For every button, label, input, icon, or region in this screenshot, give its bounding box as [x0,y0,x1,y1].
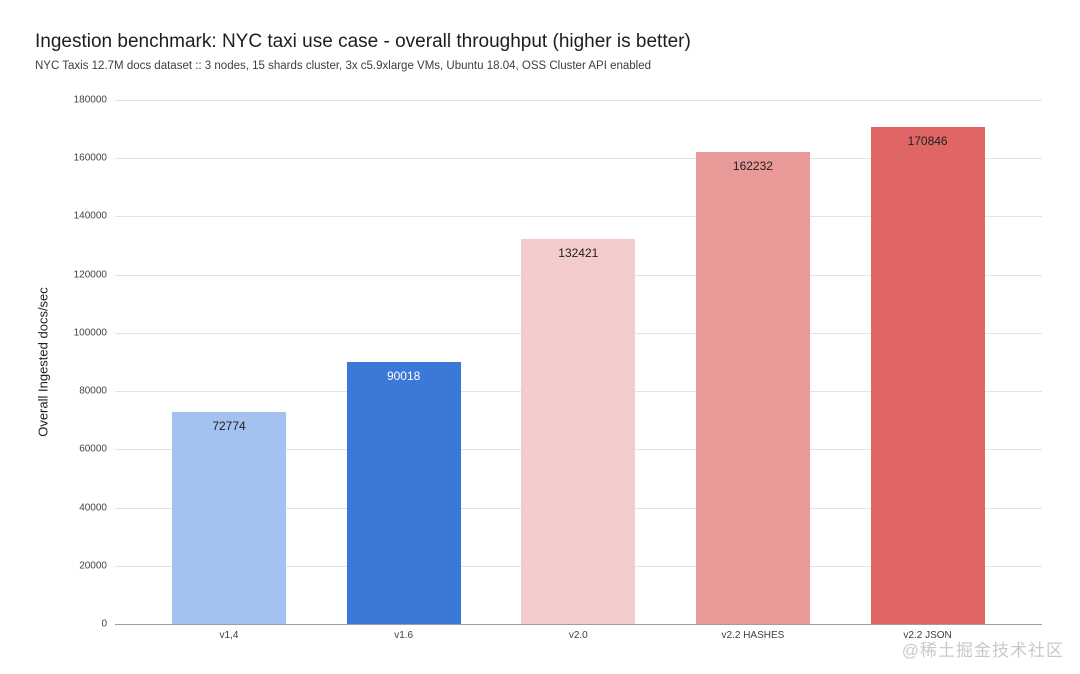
watermark: @稀土掘金技术社区 [901,641,1064,660]
bar-v2.2 JSON: 170846 [870,126,985,624]
bar-value-label: 72774 [212,419,246,434]
x-tick-label: v2.2 JSON [903,630,952,641]
y-tick-label: 80000 [79,385,107,397]
gridline [115,100,1042,101]
x-tick-label: v2.0 [568,630,588,641]
y-tick-label: 140000 [73,210,107,222]
y-tick-label: 60000 [79,443,107,455]
y-tick-label: 0 [101,618,107,630]
bar-v1,4: 72774 [172,412,286,624]
gridline [115,158,1042,160]
x-tick-label: v1.6 [394,630,414,641]
y-tick-label: 100000 [73,327,107,339]
bar-value-label: 170846 [907,133,948,148]
y-axis-title: Overall Ingested docs/sec [35,287,51,437]
bar-v1.6: 90018 [346,361,461,624]
x-axis-baseline [115,624,1042,625]
y-tick-label: 180000 [73,94,107,106]
x-tick-label: v1,4 [219,630,239,641]
bar-value-label: 90018 [386,368,421,383]
page-title: Ingestion benchmark: NYC taxi use case -… [35,31,691,52]
y-tick-label: 20000 [79,560,107,572]
y-tick-label: 120000 [73,269,107,281]
y-tick-label: 40000 [79,502,107,514]
page-subtitle: NYC Taxis 12.7M docs dataset :: 3 nodes,… [35,60,652,72]
bar-value-label: 132421 [558,245,599,260]
bar-v2.2 HASHES: 162232 [695,151,810,624]
gridline [115,216,1042,218]
x-tick-label: v2.2 HASHES [721,630,785,641]
bar-v2.0: 132421 [521,238,636,624]
bar-value-label: 162232 [732,158,773,173]
y-tick-label: 160000 [73,152,107,164]
